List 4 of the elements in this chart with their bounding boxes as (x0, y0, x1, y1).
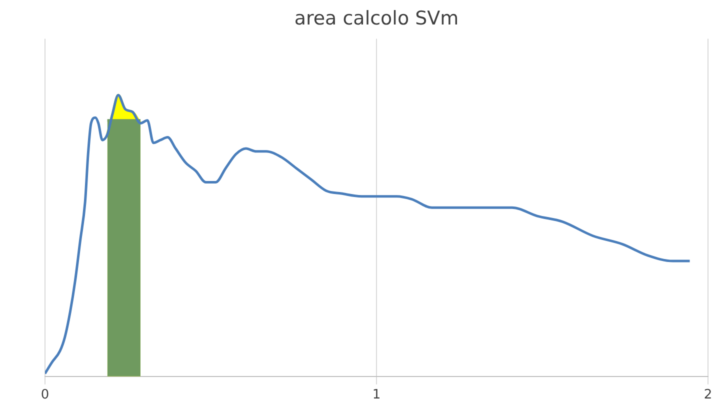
x-tick-label: 0 (40, 388, 50, 403)
chart-title: area calcolo SVm (294, 7, 459, 30)
x-tick-label: 2 (704, 388, 712, 403)
x-tick-label: 1 (372, 388, 381, 403)
